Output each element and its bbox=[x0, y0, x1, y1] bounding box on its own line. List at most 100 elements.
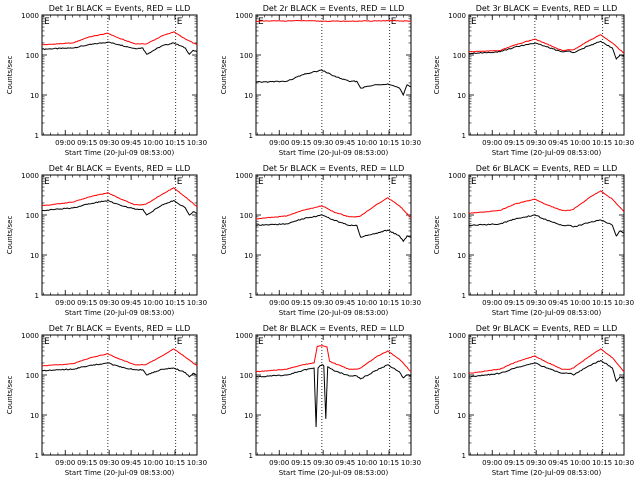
detector-panel-3: Det 3r BLACK = Events, RED = LLD Counts/s… bbox=[433, 4, 634, 157]
events-series-line bbox=[41, 41, 198, 55]
x-tick-label: 10:15 bbox=[592, 299, 612, 307]
marker-label-left: E bbox=[471, 17, 477, 27]
x-tick-label: 09:45 bbox=[335, 459, 355, 467]
x-tick-label: 09:00 bbox=[55, 299, 75, 307]
x-tick-label: 09:15 bbox=[291, 299, 311, 307]
x-tick-label: 10:30 bbox=[401, 299, 421, 307]
y-tick-label: 1000 bbox=[21, 172, 39, 180]
y-tick-label: 10 bbox=[457, 252, 466, 260]
lld-series-line bbox=[255, 345, 412, 373]
x-tick-label: 10:00 bbox=[357, 459, 377, 467]
y-axis-label: Counts/sec bbox=[433, 216, 441, 255]
x-tick-label: 10:15 bbox=[592, 459, 612, 467]
y-axis-label: Counts/sec bbox=[433, 56, 441, 95]
events-series-line bbox=[255, 364, 412, 428]
x-tick-label: 09:00 bbox=[55, 139, 75, 147]
x-tick-label: 09:00 bbox=[55, 459, 75, 467]
x-tick-label: 09:15 bbox=[504, 139, 524, 147]
y-tick-label: 10 bbox=[244, 252, 253, 260]
marker-label-left: E bbox=[44, 177, 50, 187]
y-tick-label: 10 bbox=[457, 412, 466, 420]
x-axis-label: Start Time (20-Jul-09 08:53:00) bbox=[279, 149, 389, 157]
x-tick-label: 10:30 bbox=[614, 299, 634, 307]
x-tick-label: 09:30 bbox=[313, 139, 333, 147]
x-tick-label: 10:15 bbox=[379, 459, 399, 467]
plot-frame bbox=[468, 334, 625, 456]
x-tick-label: 09:45 bbox=[548, 459, 568, 467]
detector-panel-8: Det 8r BLACK = Events, RED = LLD Counts/s… bbox=[220, 324, 421, 477]
marker-label-left: E bbox=[471, 337, 477, 347]
lld-series-line bbox=[41, 31, 198, 46]
x-tick-label: 09:30 bbox=[526, 459, 546, 467]
y-tick-label: 10 bbox=[30, 252, 39, 260]
y-tick-label: 10 bbox=[244, 92, 253, 100]
x-tick-label: 10:15 bbox=[379, 139, 399, 147]
x-tick-label: 10:30 bbox=[614, 459, 634, 467]
detector-panel-2: Det 2r BLACK = Events, RED = LLD Counts/s… bbox=[220, 4, 421, 157]
y-tick-label: 1 bbox=[35, 132, 39, 140]
marker-label-right: E bbox=[391, 177, 397, 187]
x-tick-label: 10:00 bbox=[143, 459, 163, 467]
panel-title: Det 8r BLACK = Events, RED = LLD bbox=[263, 324, 405, 333]
x-tick-label: 10:15 bbox=[379, 299, 399, 307]
x-tick-label: 09:15 bbox=[291, 459, 311, 467]
plot-frame bbox=[255, 334, 412, 456]
y-tick-label: 1 bbox=[462, 452, 466, 460]
y-axis-label: Counts/sec bbox=[6, 56, 14, 95]
plot-frame bbox=[255, 14, 412, 136]
marker-label-right: E bbox=[391, 337, 397, 347]
detector-panel-9: Det 9r BLACK = Events, RED = LLD Counts/s… bbox=[433, 324, 634, 477]
y-axis-label: Counts/sec bbox=[220, 376, 228, 415]
y-tick-label: 100 bbox=[26, 372, 39, 380]
x-tick-label: 09:00 bbox=[482, 139, 502, 147]
x-axis-label: Start Time (20-Jul-09 08:53:00) bbox=[279, 309, 389, 317]
lld-series-line bbox=[255, 19, 412, 23]
y-tick-label: 100 bbox=[240, 212, 253, 220]
x-tick-label: 10:30 bbox=[614, 139, 634, 147]
x-tick-label: 10:30 bbox=[187, 139, 207, 147]
plot-frame bbox=[41, 14, 198, 136]
detector-panel-7: Det 7r BLACK = Events, RED = LLD Counts/s… bbox=[6, 324, 207, 477]
plot-frame bbox=[255, 174, 412, 296]
detector-panel-5: Det 5r BLACK = Events, RED = LLD Counts/s… bbox=[220, 164, 421, 317]
y-axis-label: Counts/sec bbox=[6, 216, 14, 255]
panel-title: Det 3r BLACK = Events, RED = LLD bbox=[476, 4, 618, 13]
y-axis-label: Counts/sec bbox=[433, 376, 441, 415]
detector-panel-6: Det 6r BLACK = Events, RED = LLD Counts/s… bbox=[433, 164, 634, 317]
y-tick-label: 1000 bbox=[448, 332, 466, 340]
x-tick-label: 09:15 bbox=[77, 299, 97, 307]
x-tick-label: 10:15 bbox=[165, 459, 185, 467]
y-tick-label: 1000 bbox=[21, 332, 39, 340]
panel-title: Det 1r BLACK = Events, RED = LLD bbox=[49, 4, 191, 13]
events-series-line bbox=[468, 40, 625, 60]
y-tick-label: 100 bbox=[26, 212, 39, 220]
x-tick-label: 09:45 bbox=[121, 299, 141, 307]
x-tick-label: 10:30 bbox=[401, 459, 421, 467]
x-tick-label: 09:30 bbox=[313, 459, 333, 467]
x-axis-label: Start Time (20-Jul-09 08:53:00) bbox=[279, 469, 389, 477]
x-tick-label: 09:30 bbox=[99, 459, 119, 467]
lld-series-line bbox=[42, 348, 198, 367]
x-tick-label: 10:00 bbox=[570, 459, 590, 467]
y-tick-label: 1 bbox=[35, 452, 39, 460]
y-tick-label: 1 bbox=[249, 132, 253, 140]
events-series-line bbox=[255, 214, 412, 243]
x-tick-label: 09:45 bbox=[121, 459, 141, 467]
x-tick-label: 10:30 bbox=[401, 139, 421, 147]
marker-label-left: E bbox=[44, 17, 50, 27]
x-tick-label: 09:15 bbox=[77, 459, 97, 467]
x-tick-label: 09:45 bbox=[335, 139, 355, 147]
y-tick-label: 1000 bbox=[235, 12, 253, 20]
x-tick-label: 10:00 bbox=[357, 139, 377, 147]
marker-label-left: E bbox=[471, 177, 477, 187]
events-series-line bbox=[255, 69, 412, 97]
x-tick-label: 09:00 bbox=[269, 139, 289, 147]
x-tick-label: 09:15 bbox=[504, 459, 524, 467]
x-tick-label: 10:15 bbox=[165, 139, 185, 147]
marker-label-right: E bbox=[604, 337, 610, 347]
x-tick-label: 10:15 bbox=[592, 139, 612, 147]
x-tick-label: 09:00 bbox=[482, 299, 502, 307]
x-axis-label: Start Time (20-Jul-09 08:53:00) bbox=[65, 469, 175, 477]
y-tick-label: 1000 bbox=[235, 332, 253, 340]
detector-panel-1: Det 1r BLACK = Events, RED = LLD Counts/s… bbox=[6, 4, 207, 157]
